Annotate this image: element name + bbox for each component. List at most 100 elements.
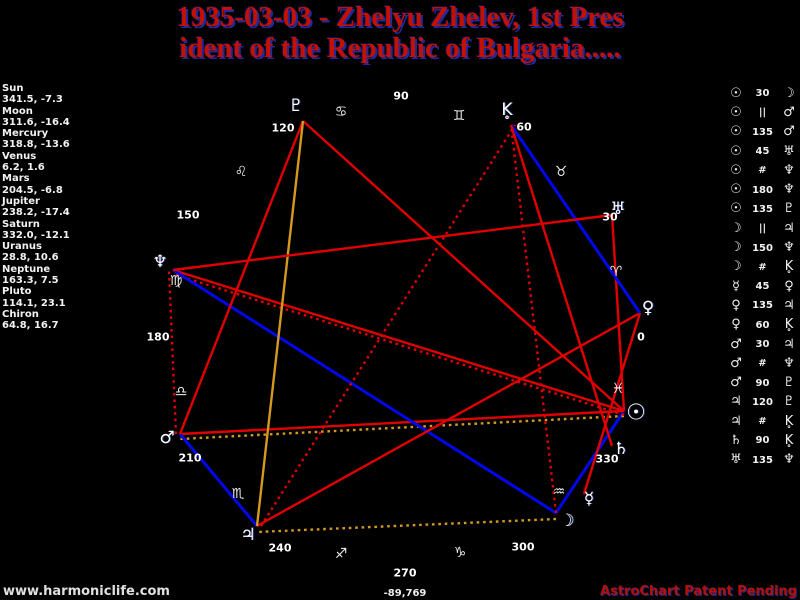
aspect-row-4: ☉ 45 ♅	[727, 142, 798, 161]
planet-glyph-saturn-icon: ♄	[613, 439, 629, 459]
chiron-icon: K̥	[784, 317, 794, 333]
aspect-line-venus-jupiter	[256, 311, 641, 528]
aspect-row-9: ☽ 150 ♆	[727, 238, 798, 257]
aspect-row-3: ☉ 135 ♂	[727, 123, 798, 142]
ring-label-90: 90	[393, 89, 409, 103]
aspect-value: 90	[755, 435, 770, 447]
zodiac-pisces-icon: ♓	[611, 381, 625, 397]
jupiter-icon: ♃	[730, 413, 742, 429]
aspect-value: #	[758, 165, 767, 177]
neptune-icon: ♆	[783, 452, 795, 468]
planet-value-pluto: 114.1, 23.1	[2, 297, 66, 309]
ring-label-180: 180	[146, 330, 170, 344]
planet-value-venus: 6.2, 1.6	[2, 162, 45, 174]
zodiac-taurus-icon: ♉	[554, 164, 568, 180]
planet-name-pluto: Pluto	[2, 286, 32, 298]
aspect-row-6: ☉ 180 ♆	[727, 180, 798, 199]
website-link[interactable]: www.harmoniclife.com	[3, 584, 170, 599]
jupiter-icon: ♃	[730, 394, 742, 410]
venus-icon: ♀	[784, 278, 794, 294]
aspect-line-sun-mars	[179, 414, 625, 441]
planet-value-saturn: 332.0, -12.1	[2, 229, 70, 241]
uranus-icon: ♅	[783, 143, 795, 159]
zodiac-cancer-icon: ♋	[334, 104, 348, 120]
aspect-line-moon-chiron	[509, 124, 558, 514]
mars-icon: ♂	[730, 355, 742, 371]
planet-coordinates-panel: Sun 341.5, -7.3 Moon 311.6, -16.4 Mercury 318…	[2, 83, 120, 332]
aspect-value: 135	[752, 126, 773, 138]
planet-glyph-jupiter-icon: ♃	[240, 525, 256, 545]
planet-value-moon: 311.6, -16.4	[2, 116, 70, 128]
planet-name-uranus: Uranus	[2, 241, 42, 253]
aspect-value: 45	[755, 146, 770, 158]
aspect-line-sun-uranus	[610, 214, 626, 412]
planet-value-uranus: 28.8, 10.6	[2, 252, 59, 264]
patent-notice: AstroChart Patent Pending	[600, 584, 797, 599]
pluto-icon: ♇	[783, 394, 795, 410]
uranus-icon: ♅	[730, 452, 742, 468]
aspect-line-moon-jupiter	[256, 517, 557, 534]
planet-glyph-chiron-icon: K̥	[501, 100, 513, 120]
planet-name-saturn: Saturn	[2, 218, 40, 230]
aspect-line-sun-neptune	[172, 268, 625, 413]
ring-label-150: 150	[176, 208, 200, 222]
neptune-icon: ♆	[783, 162, 795, 178]
planet-name-jupiter: Jupiter	[2, 195, 40, 207]
moon-icon: ☽	[783, 85, 795, 101]
chiron-icon: K̥	[784, 259, 794, 275]
mars-icon: ♂	[783, 124, 795, 140]
aspect-line-uranus-neptune	[172, 213, 613, 272]
aspect-line-moon-neptune	[172, 268, 557, 515]
aspect-line-mars-neptune	[167, 269, 178, 435]
aspect-row-11: ☿ 45 ♀	[727, 277, 798, 296]
planet-name-mercury: Mercury	[2, 128, 49, 140]
aspect-line-sun-moon	[554, 410, 626, 514]
mars-icon: ♂	[730, 336, 742, 352]
planet-name-moon: Moon	[2, 105, 33, 117]
zodiac-aquarius-icon: ♒	[552, 484, 566, 500]
aspect-value: #	[758, 261, 767, 273]
chart-title: 1935-03-03 - Zhelyu Zhelev, 1st Pres ide…	[0, 2, 800, 64]
aspect-value: 135	[752, 454, 773, 466]
moon-icon: ☽	[730, 220, 742, 236]
moon-icon: ☽	[730, 240, 742, 256]
zodiac-virgo-icon: ♍	[169, 273, 183, 289]
zodiac-aries-icon: ♈	[609, 264, 623, 280]
chiron-icon: K̥	[784, 413, 794, 429]
aspect-row-5: ☉ # ♆	[727, 161, 798, 180]
mars-icon: ♂	[783, 104, 795, 120]
mars-icon: ♂	[730, 375, 742, 391]
aspect-row-14: ♂ 30 ♃	[727, 335, 798, 354]
aspect-row-15: ♂ # ♆	[727, 354, 798, 373]
sun-icon: ☉	[730, 85, 742, 101]
ring-label-330: 330	[595, 452, 619, 466]
planet-glyph-pluto-icon: ♇	[288, 96, 304, 116]
aspect-row-10: ☽ # K̥	[727, 258, 798, 277]
zodiac-capricorn-icon: ♑	[453, 545, 467, 561]
aspect-value: 30	[755, 88, 770, 100]
aspect-row-19: ♄ 90 K̥	[727, 431, 798, 450]
aspect-line-jupiter-pluto	[255, 120, 305, 527]
jupiter-icon: ♃	[783, 297, 795, 313]
aspect-row-1: ☉ 30 ☽	[727, 84, 798, 103]
ring-label-60: 60	[516, 120, 532, 134]
sun-icon: ☉	[730, 201, 742, 217]
aspect-line-mars-jupiter	[178, 433, 259, 527]
aspect-line-saturn-chiron	[509, 124, 614, 447]
aspect-value: #	[758, 358, 767, 370]
planet-glyph-mars-icon: ♂	[159, 428, 175, 448]
planet-value-chiron: 64.8, 16.7	[2, 320, 59, 332]
ring-label-240: 240	[268, 541, 292, 555]
zodiac-sagittarius-icon: ♐	[334, 546, 348, 562]
sun-icon: ☉	[730, 124, 742, 140]
neptune-icon: ♆	[783, 355, 795, 371]
planet-name-sun: Sun	[2, 83, 24, 94]
aspect-value: 150	[752, 242, 773, 254]
sun-icon: ☉	[730, 182, 742, 198]
venus-icon: ♀	[731, 317, 741, 333]
chart-title-line2: ident of the Republic of Bulgaria.....	[179, 32, 621, 64]
aspect-value: 45	[755, 281, 770, 293]
neptune-icon: ♆	[783, 182, 795, 198]
